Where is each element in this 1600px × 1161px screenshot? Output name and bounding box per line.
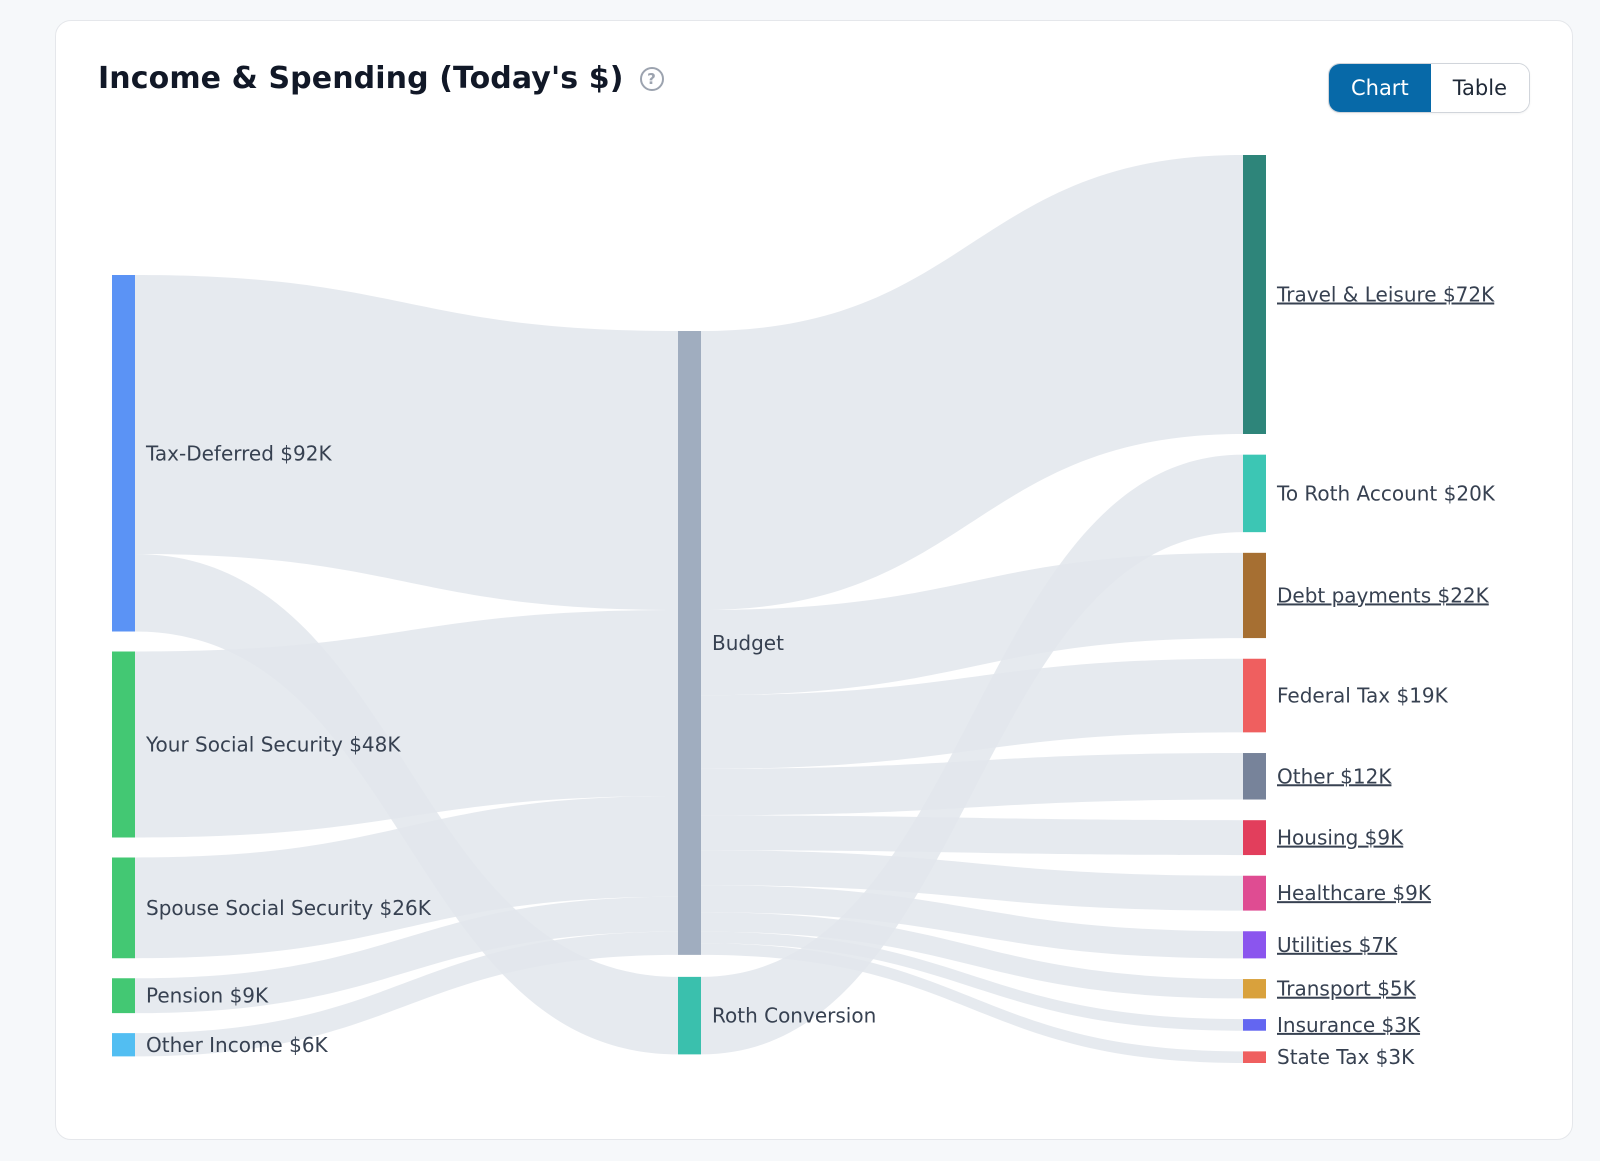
chart-view-button[interactable]: Chart [1328,64,1431,112]
sankey-links [135,155,1243,1063]
view-toggle: Chart Table [1327,63,1530,113]
sankey-node-utilities[interactable] [1243,931,1266,959]
sankey-link-budget-to-housing[interactable] [701,815,1243,856]
sankey-label-spouse_ss: Spouse Social Security $26K [146,896,432,920]
sankey-node-debt[interactable] [1243,552,1266,639]
sankey-link-spouse_ss-to-budget[interactable] [135,796,678,959]
sankey-node-budget[interactable] [678,331,701,955]
sankey-label-travel[interactable]: Travel & Leisure $72K [1276,283,1495,307]
sankey-label-insurance[interactable]: Insurance $3K [1277,1013,1421,1037]
sankey-link-budget-to-healthcare[interactable] [701,850,1243,911]
sankey-link-your_ss-to-budget[interactable] [135,610,678,838]
sankey-label-housing[interactable]: Housing $9K [1277,826,1404,850]
sankey-node-transport[interactable] [1243,979,1266,999]
sankey-node-travel[interactable] [1243,155,1266,434]
sankey-label-transport[interactable]: Transport $5K [1276,977,1417,1001]
sankey-label-fed_tax: Federal Tax $19K [1277,684,1449,708]
sankey-node-healthcare[interactable] [1243,875,1266,911]
sankey-label-other_income: Other Income $6K [146,1033,329,1057]
card-header: Income & Spending (Today's $) ? [98,61,664,96]
sankey-link-budget-to-travel[interactable] [701,155,1243,610]
sankey-node-other[interactable] [1243,753,1266,800]
sankey-link-tax_deferred-to-budget[interactable] [135,275,678,610]
sankey-label-debt[interactable]: Debt payments $22K [1277,583,1490,607]
sankey-node-tax_deferred[interactable] [112,275,135,632]
sankey-node-roth_conv[interactable] [678,976,701,1055]
sankey-link-budget-to-debt[interactable] [701,552,1243,696]
sankey-label-your_ss: Your Social Security $48K [145,733,401,757]
sankey-link-budget-to-utilities[interactable] [701,885,1243,959]
table-view-button[interactable]: Table [1430,64,1529,112]
sankey-label-tax_deferred: Tax-Deferred $92K [145,441,332,465]
sankey-label-pension: Pension $9K [146,984,269,1008]
sankey-node-insurance[interactable] [1243,1019,1266,1031]
card-title: Income & Spending (Today's $) [98,61,624,96]
sankey-node-your_ss[interactable] [112,651,135,838]
sankey-link-pension-to-budget[interactable] [135,896,678,1014]
sankey-link-other_income-to-budget[interactable] [135,931,678,1057]
sankey-node-pension[interactable] [112,978,135,1014]
sankey-label-utilities[interactable]: Utilities $7K [1277,933,1398,957]
sankey-node-other_income[interactable] [112,1033,135,1057]
question-circle-icon[interactable]: ? [639,66,664,91]
sankey-nodes [112,155,1266,1063]
sankey-label-healthcare[interactable]: Healthcare $9K [1277,881,1432,905]
sankey-node-state_tax[interactable] [1243,1051,1266,1063]
sankey-node-fed_tax[interactable] [1243,658,1266,733]
sankey-label-roth_acct: To Roth Account $20K [1276,481,1496,505]
sankey-link-budget-to-state_tax[interactable] [701,943,1243,1063]
sankey-labels: Tax-Deferred $92K Your Social Security $4… [145,283,1496,1070]
sankey-label-other[interactable]: Other $12K [1277,764,1392,788]
sankey-link-budget-to-fed_tax[interactable] [701,658,1243,769]
sankey-label-budget: Budget [712,631,784,655]
sankey-label-roth_conv: Roth Conversion [712,1004,876,1028]
sankey-node-roth_acct[interactable] [1243,454,1266,533]
sankey-link-roth_conv-to-roth_acct[interactable] [701,454,1243,1055]
sankey-link-budget-to-insurance[interactable] [701,931,1243,1031]
sankey-node-spouse_ss[interactable] [112,857,135,959]
sankey-label-state_tax: State Tax $3K [1277,1045,1415,1069]
sankey-node-housing[interactable] [1243,820,1266,856]
